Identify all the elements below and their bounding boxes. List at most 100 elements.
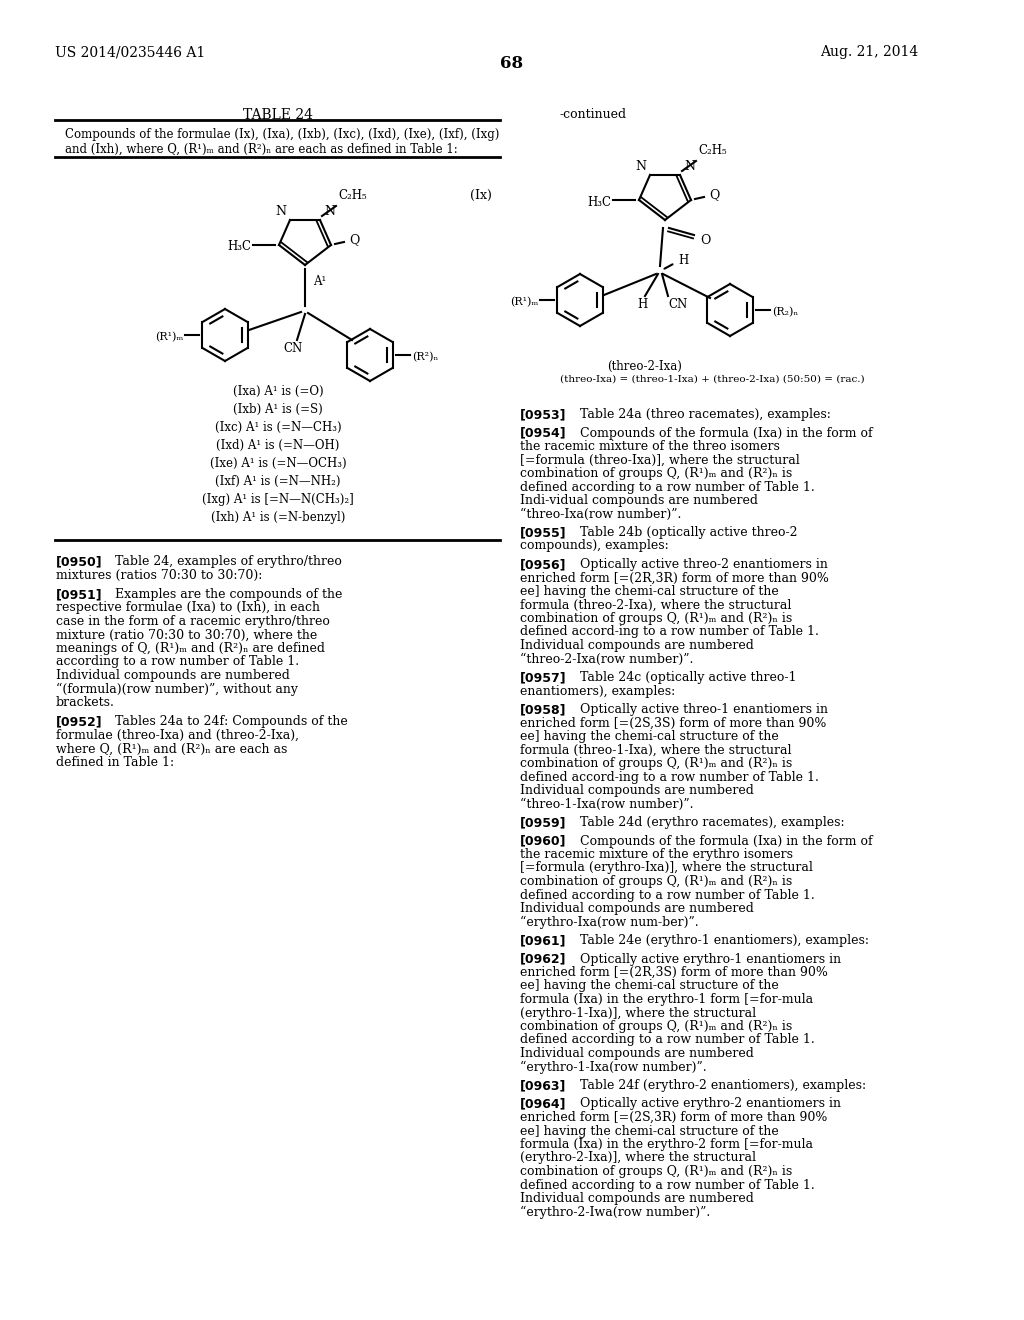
Text: formula (Ixa) in the erythro-1 form [=for-mula: formula (Ixa) in the erythro-1 form [=fo… [520,993,813,1006]
Text: enantiomers), examples:: enantiomers), examples: [520,685,675,697]
Text: the racemic mixture of the threo isomers: the racemic mixture of the threo isomers [520,440,780,453]
Text: Individual compounds are numbered: Individual compounds are numbered [520,784,754,797]
Text: N: N [635,160,646,173]
Text: C₂H₅: C₂H₅ [698,144,727,157]
Text: C₂H₅: C₂H₅ [338,189,367,202]
Text: compounds), examples:: compounds), examples: [520,540,669,553]
Text: (Ix): (Ix) [470,189,492,202]
Text: Table 24a (threo racemates), examples:: Table 24a (threo racemates), examples: [580,408,830,421]
Text: A¹: A¹ [313,275,327,288]
Text: ee] having the chemi-cal structure of the: ee] having the chemi-cal structure of th… [520,1125,778,1138]
Text: defined in Table 1:: defined in Table 1: [56,756,174,770]
Text: H: H [678,253,688,267]
Text: Examples are the compounds of the: Examples are the compounds of the [115,587,342,601]
Text: Table 24d (erythro racemates), examples:: Table 24d (erythro racemates), examples: [580,816,845,829]
Text: CN: CN [668,298,687,312]
Text: H: H [637,298,647,312]
Text: (Ixh) A¹ is (=N-benzyl): (Ixh) A¹ is (=N-benzyl) [211,511,345,524]
Text: Table 24f (erythro-2 enantiomers), examples:: Table 24f (erythro-2 enantiomers), examp… [580,1078,866,1092]
Text: brackets.: brackets. [56,696,115,709]
Text: N: N [684,160,695,173]
Text: combination of groups Q, (R¹)ₘ and (R²)ₙ is: combination of groups Q, (R¹)ₘ and (R²)ₙ… [520,875,793,888]
Text: defined according to a row number of Table 1.: defined according to a row number of Tab… [520,1179,815,1192]
Text: meanings of Q, (R¹)ₘ and (R²)ₙ are defined: meanings of Q, (R¹)ₘ and (R²)ₙ are defin… [56,642,325,655]
Text: (Ixf) A¹ is (=N—NH₂): (Ixf) A¹ is (=N—NH₂) [215,475,341,488]
Text: “erythro-Ixa(row num-ber)”.: “erythro-Ixa(row num-ber)”. [520,916,698,929]
Text: defined according to a row number of Table 1.: defined according to a row number of Tab… [520,480,815,494]
Text: formulae (threo-Ixa) and (threo-2-Ixa),: formulae (threo-Ixa) and (threo-2-Ixa), [56,729,299,742]
Text: [0958]: [0958] [520,704,566,715]
Text: Individual compounds are numbered: Individual compounds are numbered [520,902,754,915]
Text: Optically active erythro-2 enantiomers in: Optically active erythro-2 enantiomers i… [580,1097,841,1110]
Text: Tables 24a to 24f: Compounds of the: Tables 24a to 24f: Compounds of the [115,715,348,729]
Text: formula (Ixa) in the erythro-2 form [=for-mula: formula (Ixa) in the erythro-2 form [=fo… [520,1138,813,1151]
Text: Optically active erythro-1 enantiomers in: Optically active erythro-1 enantiomers i… [580,953,841,965]
Text: combination of groups Q, (R¹)ₘ and (R²)ₙ is: combination of groups Q, (R¹)ₘ and (R²)ₙ… [520,1166,793,1177]
Text: [0951]: [0951] [56,587,102,601]
Text: Optically active threo-1 enantiomers in: Optically active threo-1 enantiomers in [580,704,828,715]
Text: “erythro-1-Ixa(row number)”.: “erythro-1-Ixa(row number)”. [520,1060,707,1073]
Text: TABLE 24: TABLE 24 [243,108,313,121]
Text: N: N [275,205,286,218]
Text: (threo-Ixa) = (threo-1-Ixa) + (threo-2-Ixa) (50:50) = (rac.): (threo-Ixa) = (threo-1-Ixa) + (threo-2-I… [560,375,864,384]
Text: [0961]: [0961] [520,935,566,946]
Text: respective formulae (Ixa) to (Ixh), in each: respective formulae (Ixa) to (Ixh), in e… [56,602,319,615]
Text: Compounds of the formulae (Ix), (Ixa), (Ixb), (Ixc), (Ixd), (Ixe), (Ixf), (Ixg): Compounds of the formulae (Ix), (Ixa), (… [65,128,500,141]
Text: ee] having the chemi-cal structure of the: ee] having the chemi-cal structure of th… [520,730,778,743]
Text: N: N [324,205,335,218]
Text: combination of groups Q, (R¹)ₘ and (R²)ₙ is: combination of groups Q, (R¹)ₘ and (R²)ₙ… [520,467,793,480]
Text: (R¹)ₘ: (R¹)ₘ [510,297,538,308]
Text: (Ixc) A¹ is (=N—CH₃): (Ixc) A¹ is (=N—CH₃) [215,421,341,434]
Text: Table 24c (optically active threo-1: Table 24c (optically active threo-1 [580,671,797,684]
Text: ee] having the chemi-cal structure of the: ee] having the chemi-cal structure of th… [520,979,778,993]
Text: H₃C: H₃C [587,195,611,209]
Text: (Ixd) A¹ is (=N—OH): (Ixd) A¹ is (=N—OH) [216,440,340,451]
Text: 68: 68 [501,55,523,73]
Text: defined according to a row number of Table 1.: defined according to a row number of Tab… [520,1034,815,1047]
Text: “(formula)(row number)”, without any: “(formula)(row number)”, without any [56,682,298,696]
Text: Q: Q [709,189,720,202]
Text: H₃C: H₃C [227,240,251,253]
Text: Table 24b (optically active threo-2: Table 24b (optically active threo-2 [580,525,798,539]
Text: [0953]: [0953] [520,408,566,421]
Text: (erythro-1-Ixa)], where the structural: (erythro-1-Ixa)], where the structural [520,1006,756,1019]
Text: defined accord-ing to a row number of Table 1.: defined accord-ing to a row number of Ta… [520,771,819,784]
Text: [0954]: [0954] [520,426,566,440]
Text: Optically active threo-2 enantiomers in: Optically active threo-2 enantiomers in [580,558,827,572]
Text: [0964]: [0964] [520,1097,566,1110]
Text: “threo-Ixa(row number)”.: “threo-Ixa(row number)”. [520,507,681,520]
Text: Indi-vidual compounds are numbered: Indi-vidual compounds are numbered [520,494,758,507]
Text: -continued: -continued [560,108,627,121]
Text: “erythro-2-Iwa(row number)”.: “erythro-2-Iwa(row number)”. [520,1205,711,1218]
Text: formula (threo-1-Ixa), where the structural: formula (threo-1-Ixa), where the structu… [520,743,792,756]
Text: (R²)ₙ: (R²)ₙ [412,352,438,362]
Text: Compounds of the formula (Ixa) in the form of: Compounds of the formula (Ixa) in the fo… [580,834,872,847]
Text: where Q, (R¹)ₘ and (R²)ₙ are each as: where Q, (R¹)ₘ and (R²)ₙ are each as [56,742,288,755]
Text: CN: CN [284,342,303,355]
Text: (Ixe) A¹ is (=N—OCH₃): (Ixe) A¹ is (=N—OCH₃) [210,457,346,470]
Text: Compounds of the formula (Ixa) in the form of: Compounds of the formula (Ixa) in the fo… [580,426,872,440]
Text: enriched form [=(2R,3R) form of more than 90%: enriched form [=(2R,3R) form of more tha… [520,572,828,585]
Text: combination of groups Q, (R¹)ₘ and (R²)ₙ is: combination of groups Q, (R¹)ₘ and (R²)ₙ… [520,1020,793,1034]
Text: O: O [700,234,711,247]
Text: and (Ixh), where Q, (R¹)ₘ and (R²)ₙ are each as defined in Table 1:: and (Ixh), where Q, (R¹)ₘ and (R²)ₙ are … [65,143,458,156]
Text: Aug. 21, 2014: Aug. 21, 2014 [820,45,919,59]
Text: combination of groups Q, (R¹)ₘ and (R²)ₙ is: combination of groups Q, (R¹)ₘ and (R²)ₙ… [520,756,793,770]
Text: [0952]: [0952] [56,715,102,729]
Text: [0960]: [0960] [520,834,566,847]
Text: (Ixb) A¹ is (=S): (Ixb) A¹ is (=S) [233,403,323,416]
Text: formula (threo-2-Ixa), where the structural: formula (threo-2-Ixa), where the structu… [520,598,792,611]
Text: (Ixa) A¹ is (=O): (Ixa) A¹ is (=O) [232,385,324,399]
Text: (Ixg) A¹ is [=N—N(CH₃)₂]: (Ixg) A¹ is [=N—N(CH₃)₂] [202,492,354,506]
Text: “threo-1-Ixa(row number)”.: “threo-1-Ixa(row number)”. [520,797,693,810]
Text: [0950]: [0950] [56,554,102,568]
Text: Q: Q [349,234,359,247]
Text: mixture (ratio 70:30 to 30:70), where the: mixture (ratio 70:30 to 30:70), where th… [56,628,317,642]
Text: Individual compounds are numbered: Individual compounds are numbered [56,669,290,682]
Text: combination of groups Q, (R¹)ₘ and (R²)ₙ is: combination of groups Q, (R¹)ₘ and (R²)ₙ… [520,612,793,624]
Text: ee] having the chemi-cal structure of the: ee] having the chemi-cal structure of th… [520,585,778,598]
Text: Table 24e (erythro-1 enantiomers), examples:: Table 24e (erythro-1 enantiomers), examp… [580,935,869,946]
Text: [0962]: [0962] [520,953,566,965]
Text: mixtures (ratios 70:30 to 30:70):: mixtures (ratios 70:30 to 30:70): [56,569,262,582]
Text: [0955]: [0955] [520,525,566,539]
